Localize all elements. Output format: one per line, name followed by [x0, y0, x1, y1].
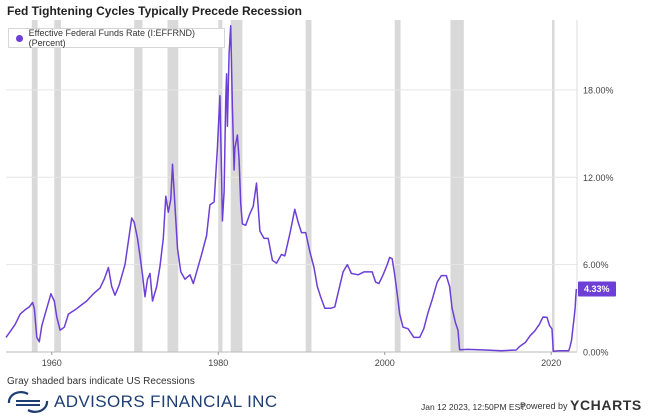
recession-footnote: Gray shaded bars indicate US Recessions — [7, 376, 195, 387]
recession-band-7 — [394, 20, 401, 352]
recession-bands — [31, 20, 555, 352]
advisors-logo-icon — [7, 391, 49, 413]
y-tick-label-0: 0.00% — [583, 348, 609, 358]
y-tick-labels: 0.00% 6.00% 12.00% 18.00% — [583, 85, 614, 357]
chart-timestamp: Jan 12 2023, 12:50PM EST. — [421, 402, 527, 412]
legend-dot-icon — [16, 34, 23, 42]
y-tick-label-1: 6.00% — [583, 260, 609, 270]
y-tick-label-2: 12.00% — [583, 173, 614, 183]
recession-band-2 — [134, 20, 143, 352]
recession-band-3 — [167, 20, 179, 352]
recession-band-4 — [218, 20, 223, 352]
recession-band-1 — [54, 20, 61, 352]
x-tick-label-1: 1980 — [208, 358, 228, 368]
x-tick-label-3: 2020 — [541, 358, 561, 368]
last-value-label: 4.33% — [584, 284, 610, 294]
recession-band-5 — [230, 20, 243, 352]
recession-band-9 — [552, 20, 555, 352]
legend-label: Effective Federal Funds Rate (I:EFFRND) … — [28, 28, 196, 48]
recession-band-8 — [450, 20, 464, 352]
last-value-badge: 4.33% — [578, 281, 616, 297]
brand-logo: ADVISORS FINANCIAL INC — [6, 389, 278, 415]
y-tick-label-3: 18.00% — [583, 85, 614, 95]
recession-band-6 — [305, 20, 312, 352]
ycharts-logo[interactable]: YCHARTS — [570, 397, 642, 413]
powered-by-label: Powered by — [520, 401, 568, 411]
x-tick-labels: 1960 1980 2000 2020 — [42, 352, 561, 368]
last-value-badge-bg — [578, 281, 616, 297]
fed-funds-chart[interactable]: 0.00%6.00%12.00%18.00% 1960 1980 2000 2020 … — [0, 0, 650, 372]
x-tick-label-0: 1960 — [42, 358, 62, 368]
brand-name: ADVISORS FINANCIAL INC — [54, 392, 278, 411]
chart-title: Fed Tightening Cycles Typically Precede … — [7, 4, 302, 18]
recession-band-0 — [31, 20, 38, 352]
x-tick-label-2: 2000 — [375, 358, 395, 368]
chart-legend[interactable]: Effective Federal Funds Rate (I:EFFRND) … — [8, 28, 225, 48]
series-line-effr[interactable] — [5, 25, 578, 353]
y-gridlines — [6, 89, 577, 266]
